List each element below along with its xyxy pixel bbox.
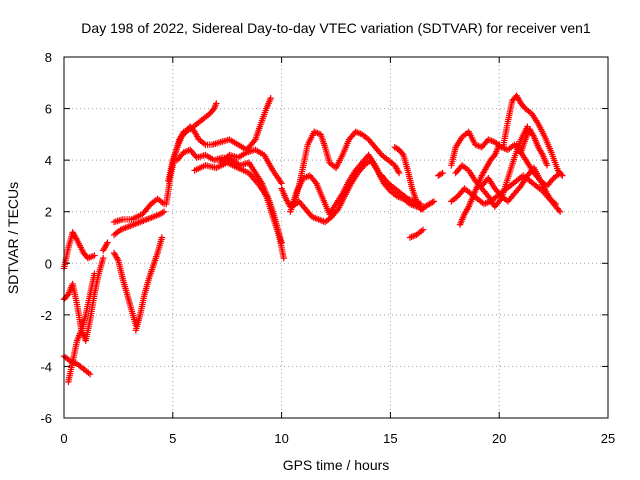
data-point <box>86 370 94 378</box>
x-tick-label: 0 <box>60 431 67 446</box>
x-axis-label: GPS time / hours <box>283 457 390 473</box>
y-tick-label: -4 <box>40 359 52 374</box>
x-tick-label: 5 <box>169 431 176 446</box>
series-track-3 <box>60 352 94 378</box>
y-tick-label: -2 <box>40 308 52 323</box>
series-track-4 <box>65 270 98 386</box>
data-point <box>146 202 153 209</box>
series-track-27 <box>478 164 564 215</box>
data-point <box>159 209 166 216</box>
series-track-22 <box>435 169 446 179</box>
data-point <box>104 239 111 246</box>
series-track-5 <box>99 239 111 254</box>
series-track-6 <box>110 195 168 226</box>
y-axis-label: SDTVAR / TECUs <box>5 182 21 294</box>
data-point <box>88 253 95 261</box>
series-track-11 <box>165 95 274 184</box>
series-track-29 <box>513 126 551 169</box>
series-track-28 <box>500 92 566 179</box>
y-tick-label: 4 <box>45 153 52 168</box>
series-track-19 <box>391 144 425 213</box>
series-track-17 <box>289 156 427 226</box>
data-point <box>437 170 445 178</box>
series-track-13 <box>191 159 287 262</box>
x-tick-label: 15 <box>383 431 397 446</box>
data-point <box>91 252 98 259</box>
data-point <box>99 254 107 262</box>
data-point <box>213 100 220 107</box>
tick-labels: 0 5 10 15 20 25 -6 -4 -2 0 2 4 6 8 <box>40 50 615 446</box>
series-track-9 <box>132 234 166 334</box>
y-tick-label: -6 <box>40 411 52 426</box>
series-track-20 <box>406 226 427 241</box>
x-tick-label: 10 <box>274 431 288 446</box>
data-point <box>430 198 438 205</box>
data-point <box>251 137 258 145</box>
series-track-1 <box>60 229 98 272</box>
plot-frame <box>63 56 609 419</box>
data-point <box>158 234 166 241</box>
data-point <box>280 254 287 262</box>
data-point <box>160 208 168 215</box>
data-point <box>267 95 274 102</box>
data-point <box>419 226 427 233</box>
series-track-8 <box>110 249 140 329</box>
y-tick-label: 8 <box>45 50 52 65</box>
data-points <box>60 92 566 386</box>
chart-title: Day 198 of 2022, Sidereal Day-to-day VTE… <box>81 20 591 36</box>
x-tick-label: 20 <box>492 431 506 446</box>
data-point <box>395 169 403 177</box>
y-tick-label: 6 <box>45 102 52 117</box>
series-track-14 <box>217 146 285 187</box>
series-track-21 <box>417 198 438 213</box>
data-point <box>439 169 446 177</box>
data-point <box>399 150 406 157</box>
data-point <box>543 162 551 169</box>
data-point <box>429 199 436 206</box>
series-track-26 <box>456 141 503 228</box>
x-tick-label: 25 <box>601 431 615 446</box>
data-point <box>558 171 565 178</box>
y-tick-label: 0 <box>45 256 52 271</box>
data-point <box>91 270 98 277</box>
data-point <box>556 208 564 215</box>
y-tick-label: 2 <box>45 205 52 220</box>
series-track-7 <box>110 208 168 239</box>
data-point <box>559 172 566 179</box>
